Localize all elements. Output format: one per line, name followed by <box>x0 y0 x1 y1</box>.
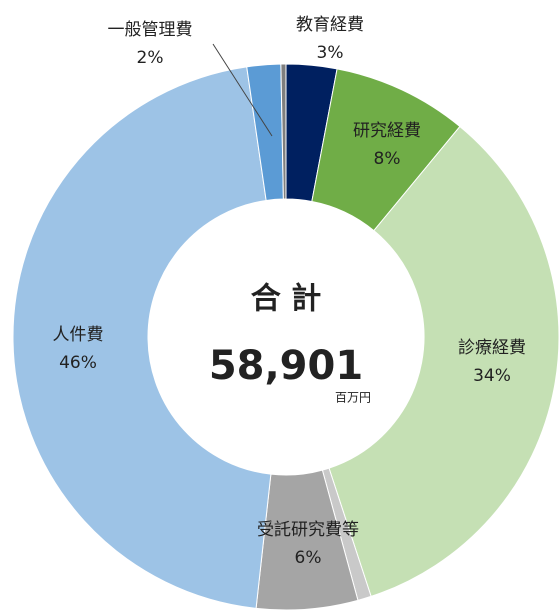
slice-label: 人件費 <box>53 325 104 345</box>
value-label: 46% <box>59 353 97 373</box>
center-unit: 百万円 <box>335 391 371 405</box>
value-label: 6% <box>295 548 322 568</box>
slice <box>328 125 560 598</box>
center-value: 58,901 <box>209 343 363 389</box>
slice <box>12 66 272 609</box>
slices <box>12 63 560 611</box>
value-label: 2% <box>137 48 164 68</box>
slice-label: 受託研究費等 <box>257 520 359 540</box>
value-label: 34% <box>473 366 511 386</box>
value-label: 3% <box>317 43 344 63</box>
center-title: 合 計 <box>251 282 321 317</box>
slice-label: 研究経費 <box>353 121 421 141</box>
slice-label: 一般管理費 <box>108 20 193 40</box>
slice <box>280 63 287 200</box>
value-label: 8% <box>374 149 401 169</box>
leader-line <box>212 43 273 137</box>
slice-label: 診療経費 <box>458 338 526 358</box>
slice-label: 教育経費 <box>296 15 364 35</box>
